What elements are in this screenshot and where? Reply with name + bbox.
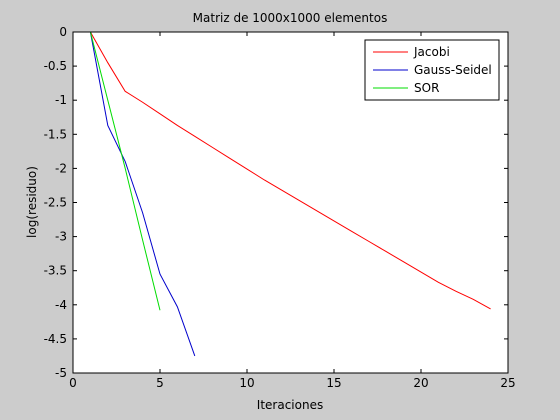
y-tick-label: -3: [55, 230, 67, 244]
x-tick-label: 25: [500, 376, 515, 390]
y-tick-label: -4.5: [44, 332, 67, 346]
legend: Jacobi Gauss-Seidel SOR: [364, 39, 500, 101]
series-line-gauss-seidel: [89, 31, 196, 357]
series-line-sor: [89, 31, 161, 311]
chart-title: Matriz de 1000x1000 elementos: [193, 11, 388, 25]
y-tick-label: -1: [55, 93, 67, 107]
y-tick-label: 0: [59, 25, 67, 39]
legend-items: Jacobi Gauss-Seidel SOR: [373, 45, 492, 95]
x-tick-label: 20: [413, 376, 428, 390]
y-tick-label: -4: [55, 298, 67, 312]
y-tick-label: -2.5: [44, 196, 67, 210]
y-tick-label: -5: [55, 366, 67, 380]
x-tick-label: 0: [69, 376, 77, 390]
y-tick-label: -0.5: [44, 59, 67, 73]
x-tick-label: 15: [326, 376, 341, 390]
legend-label-sor: SOR: [414, 81, 439, 95]
y-tick-label: -3.5: [44, 264, 67, 278]
plot-frame: [72, 31, 509, 374]
series-layer: [89, 31, 491, 357]
legend-label-gauss-seidel: Gauss-Seidel: [414, 63, 492, 77]
x-tick-label: 10: [239, 376, 254, 390]
x-axis-label: Iteraciones: [257, 398, 323, 412]
series-line-jacobi: [89, 31, 491, 310]
legend-label-jacobi: Jacobi: [413, 45, 450, 59]
y-axis-label: log(residuo): [25, 166, 39, 238]
y-tick-label: -2: [55, 161, 67, 175]
y-tick-label: -1.5: [44, 127, 67, 141]
x-tick-label: 5: [156, 376, 164, 390]
